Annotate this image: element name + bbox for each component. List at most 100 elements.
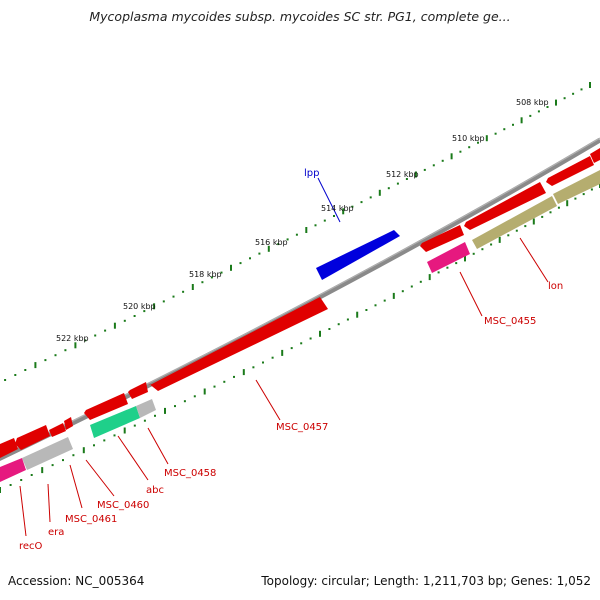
- inner-scale-tick: [183, 400, 186, 403]
- tick-label-516: 516 kbp: [255, 238, 288, 247]
- inner-scale-tick: [365, 309, 368, 311]
- inner-scale-tick: [337, 323, 340, 326]
- gene-abc-bar[interactable]: [90, 406, 140, 438]
- inner-scale-tick: [62, 459, 64, 462]
- gene-label-lon[interactable]: lon: [548, 281, 563, 292]
- outer-scale-tick: [405, 178, 408, 180]
- gene-msc0455-bar[interactable]: [427, 242, 470, 273]
- gene-label-era[interactable]: era: [48, 527, 64, 538]
- gene-label-lpp[interactable]: lpp: [304, 168, 319, 179]
- inner-scale-tick: [72, 454, 75, 457]
- inner-scale-tick: [566, 200, 569, 207]
- inner-scale-tick: [174, 405, 176, 408]
- gene-label-msc0455[interactable]: MSC_0455: [484, 316, 536, 327]
- gene-label-msc0457[interactable]: MSC_0457: [276, 422, 328, 433]
- gene-cds-h[interactable]: [49, 423, 66, 437]
- inner-scale-tick: [93, 444, 95, 447]
- inner-scale-tick: [428, 274, 431, 281]
- inner-scale-tick: [252, 366, 255, 369]
- outer-scale-tick: [182, 290, 185, 293]
- outer-scale-tick: [153, 303, 156, 310]
- gene-cds-i[interactable]: [64, 417, 73, 430]
- gene-lon-bar[interactable]: [472, 196, 557, 249]
- outer-scale-tick: [230, 264, 232, 271]
- gene-cds-c[interactable]: [420, 225, 464, 252]
- inner-scale-tick: [374, 304, 377, 307]
- outer-scale-tick: [477, 141, 479, 144]
- inner-scale-tick: [30, 474, 33, 476]
- gene-label-abc[interactable]: abc: [146, 485, 164, 496]
- inner-scale-tick: [319, 330, 321, 337]
- inner-scale-tick: [233, 375, 235, 378]
- tick-label-510: 510 kbp: [452, 134, 485, 143]
- inner-scale-tick: [455, 262, 458, 265]
- gene-lpp-bar[interactable]: [316, 230, 400, 280]
- genome-backbone: [0, 137, 600, 461]
- outer-scale-tick: [369, 196, 372, 199]
- inner-scale-tick: [472, 252, 475, 255]
- gene-label-recO[interactable]: recO: [19, 541, 43, 552]
- inner-scale-tick: [532, 218, 535, 225]
- inner-scale-tick: [143, 419, 146, 422]
- inner-scale-tick: [20, 479, 23, 481]
- outer-scale-tick: [378, 189, 381, 196]
- tick-label-512: 512 kbp: [386, 170, 419, 179]
- inner-scale-tick: [574, 197, 577, 200]
- inner-scale-tick: [123, 427, 126, 434]
- gene-label-msc0458[interactable]: MSC_0458: [164, 468, 216, 479]
- gene-msc0457-bar[interactable]: [148, 297, 328, 391]
- gene-msc0458-bar[interactable]: [136, 399, 156, 418]
- outer-scale-tick: [387, 187, 390, 190]
- gene-cds-j[interactable]: [0, 438, 18, 458]
- inner-scale-tick: [0, 487, 1, 493]
- outer-scale-tick: [34, 362, 37, 369]
- genome-summary-text: Topology: circular; Length: 1,211,703 bp…: [261, 574, 591, 588]
- outer-scale-tick: [580, 88, 583, 91]
- outer-scale-tick: [191, 284, 194, 290]
- gene-cds-g[interactable]: [15, 425, 50, 450]
- gene-olive-2[interactable]: [553, 170, 600, 204]
- map-title: Mycoplasma mycoides subsp. mycoides SC s…: [89, 9, 511, 24]
- gene-cds-f[interactable]: [590, 148, 600, 163]
- gene-cds-a[interactable]: [128, 382, 148, 399]
- outer-scale-tick: [277, 243, 280, 246]
- outer-scale-tick: [94, 334, 97, 337]
- outer-scale-tick: [84, 339, 87, 342]
- outer-scale-tick: [342, 208, 345, 215]
- inner-scale-tick: [51, 464, 54, 467]
- outer-scale-tick: [113, 322, 116, 329]
- tick-label-520: 520 kbp: [123, 302, 156, 311]
- gene-cds-d[interactable]: [464, 182, 546, 230]
- inner-scale-tick: [82, 447, 85, 454]
- gene-cds-e[interactable]: [546, 156, 594, 186]
- gene-label-msc0461[interactable]: MSC_0461: [65, 514, 117, 525]
- inner-scale-tick: [419, 280, 422, 283]
- gene-cds-b[interactable]: [84, 393, 128, 420]
- leader-lines: [19, 237, 549, 537]
- tick-label-508: 508 kbp: [516, 98, 549, 107]
- gene-msc0461-bar[interactable]: [22, 437, 73, 470]
- outer-scale-tick: [423, 168, 426, 171]
- inner-scale-tick: [281, 349, 284, 356]
- outer-scale-tick: [572, 92, 575, 95]
- gene-label-msc0460[interactable]: MSC_0460: [97, 500, 149, 511]
- outer-scale-tick: [468, 146, 471, 149]
- outer-scale-tick: [563, 97, 566, 100]
- inner-scale-tick: [113, 434, 116, 437]
- outer-scale-tick: [351, 205, 354, 208]
- inner-scale-tick: [213, 385, 216, 388]
- outer-scale-tick: [104, 329, 107, 332]
- outer-scale-tick: [323, 219, 326, 222]
- outer-scale-tick: [249, 257, 251, 260]
- outer-scale-tick: [123, 319, 126, 322]
- inner-scale-tick: [507, 234, 510, 237]
- inner-scale-tick: [203, 388, 206, 395]
- inner-scale-tick: [490, 243, 493, 246]
- outer-scale-tick: [589, 82, 591, 88]
- gene-recO-bar[interactable]: [0, 458, 26, 482]
- tick-label-514: 514 kbp: [321, 204, 354, 213]
- outer-scale-tick: [333, 215, 335, 217]
- inner-scale-tick: [164, 407, 166, 414]
- outer-scale-tick: [494, 132, 497, 135]
